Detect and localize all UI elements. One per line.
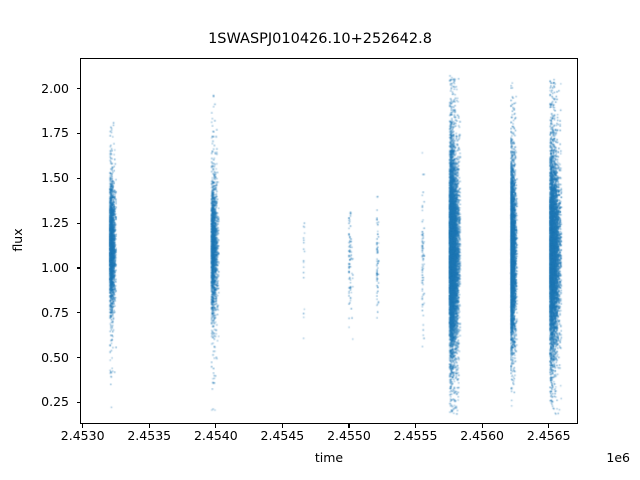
x-tick-mark [415,424,417,428]
x-tick-label: 2.4540 [193,428,238,443]
x-tick-mark [148,424,150,428]
x-tick-mark [281,424,283,428]
y-tick-label: 1.75 [41,125,69,141]
x-tick-label: 2.4560 [460,428,504,443]
x-tick-mark [481,424,483,428]
x-tick-label: 2.4530 [60,428,105,443]
x-tick-label: 2.4565 [526,428,571,443]
y-tick-label: 0.25 [41,394,69,410]
x-tick-mark [348,424,350,428]
y-tick-label: 0.50 [41,349,69,365]
page-title: 1SWASPJ010426.10+252642.8 [208,31,432,47]
y-tick-mark [76,222,80,224]
x-tick-label: 2.4545 [260,428,305,443]
x-tick-mark [215,424,217,428]
y-tick-label: 1.25 [41,215,69,231]
y-tick-mark [76,267,80,269]
x-axis-label: time [314,450,344,465]
x-tick-mark [548,424,550,428]
y-tick-mark [76,88,80,90]
y-tick-label: 1.00 [41,259,69,275]
x-tick-label: 2.4535 [127,428,172,443]
y-axis-label: flux [10,228,26,252]
y-tick-label: 2.00 [41,80,69,96]
x-axis-offset-label: 1e6 [606,450,630,465]
plot-axes-frame [80,58,578,424]
y-tick-mark [76,312,80,314]
y-tick-mark [76,357,80,359]
y-tick-mark [76,177,80,179]
x-tick-label: 2.4555 [393,428,438,443]
y-tick-mark [76,401,80,404]
y-tick-label: 0.75 [41,304,69,320]
y-tick-mark [76,132,80,134]
scatter-points-layer [81,59,577,423]
y-tick-label: 1.50 [41,170,69,186]
x-tick-mark [82,424,84,428]
x-tick-label: 2.4550 [327,428,371,443]
